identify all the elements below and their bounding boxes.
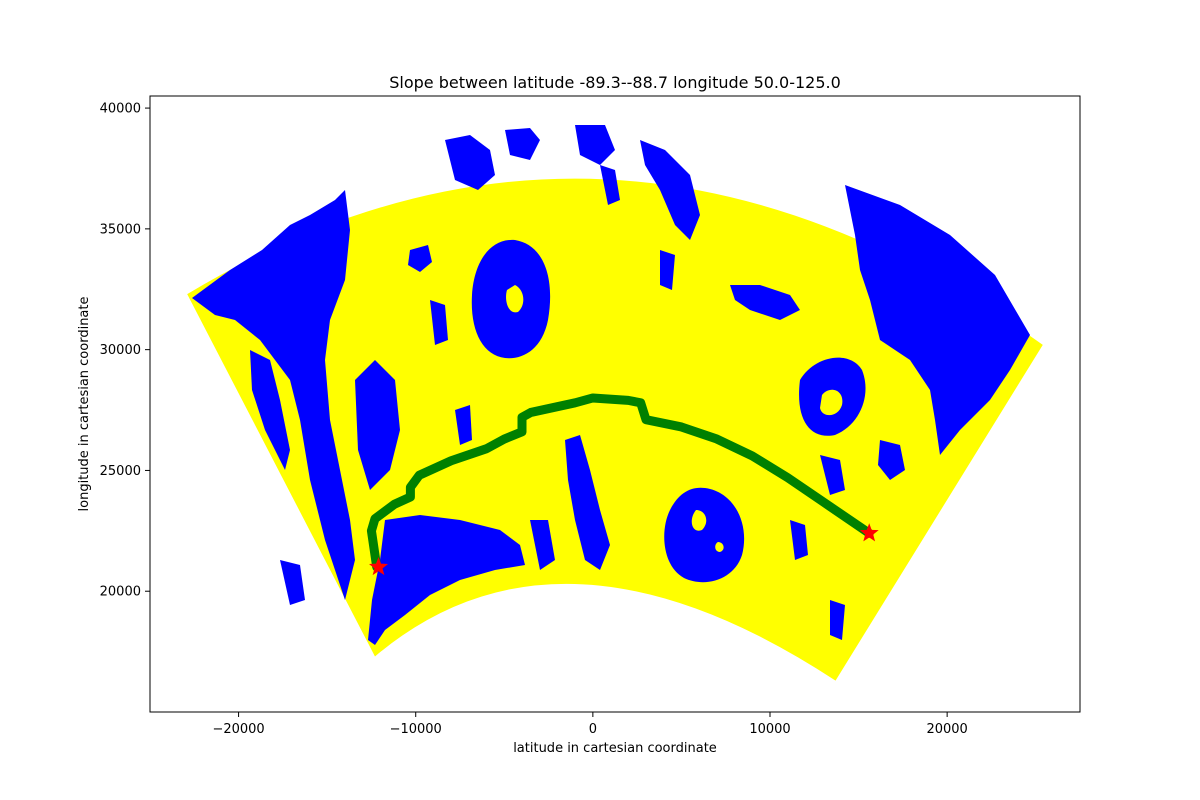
slope-patch (640, 140, 700, 240)
y-tick-label: 30000 (100, 343, 141, 358)
x-tick-label: −10000 (390, 722, 442, 737)
slope-patch (565, 435, 610, 570)
x-tick-label: 0 (589, 722, 597, 737)
slope-patch (505, 128, 540, 160)
plot-area (187, 125, 1043, 681)
plot-frame (149, 95, 1081, 713)
y-axis: 20000 25000 30000 35000 40000 (100, 102, 150, 600)
x-tick-label: −20000 (212, 722, 264, 737)
slope-patch (471, 239, 551, 359)
slope-patch (820, 455, 845, 495)
slope-patch (250, 350, 290, 470)
endpoint-markers (369, 523, 879, 576)
blue-patches (192, 125, 1030, 645)
slope-patch (530, 520, 555, 570)
slope-patch (664, 487, 745, 583)
slope-patch (830, 600, 845, 640)
y-tick-label: 35000 (100, 222, 141, 237)
endpoint-star (369, 557, 389, 576)
x-axis: −20000 −10000 0 10000 20000 (212, 712, 968, 737)
slope-patch (445, 135, 495, 190)
slope-patch (845, 185, 1030, 455)
chart-title: Slope between latitude -89.3--88.7 longi… (389, 73, 841, 92)
route-path (366, 393, 874, 572)
x-tick-label: 10000 (749, 722, 790, 737)
slope-patch (600, 165, 620, 205)
y-tick-label: 20000 (100, 585, 141, 600)
x-axis-label: latitude in cartesian coordinate (513, 741, 717, 756)
slope-patch (660, 250, 675, 290)
slope-patch (455, 405, 472, 445)
slope-patch (368, 515, 525, 645)
y-tick-label: 40000 (100, 102, 141, 117)
slope-patch (355, 360, 400, 490)
slope-patch (878, 440, 905, 480)
slope-patch (280, 560, 305, 605)
slope-patch (192, 190, 355, 600)
slope-patch (575, 125, 615, 165)
y-tick-label: 25000 (100, 464, 141, 479)
slope-patch (430, 300, 448, 345)
x-tick-label: 20000 (926, 722, 967, 737)
endpoint-star (859, 523, 879, 542)
slope-patch (730, 285, 800, 320)
slope-patch (799, 357, 866, 436)
slope-patch (790, 520, 808, 560)
y-axis-label: longitude in cartesian coordinate (77, 297, 92, 512)
slope-patch (408, 245, 432, 272)
